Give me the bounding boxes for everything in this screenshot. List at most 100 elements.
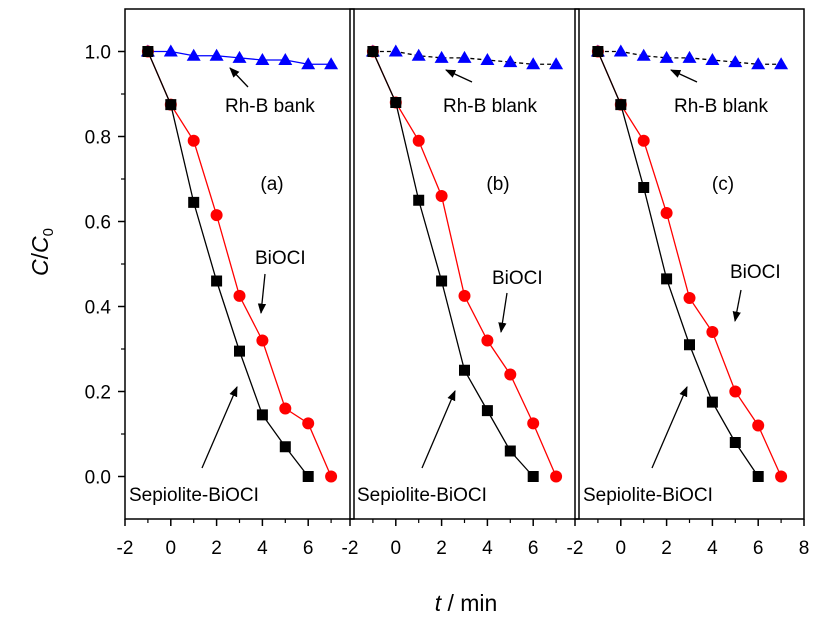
x-tick-label: 4	[707, 538, 718, 559]
square-point	[367, 46, 379, 57]
panel-a: -2 0 2 4 6 0.0 0.2 0.4 0.6 0.8 1.0 (a) Rh-B bank BiOC…	[85, 8, 355, 559]
square-point	[481, 405, 493, 417]
circle-point	[550, 470, 563, 483]
sepiolite-arrow	[651, 386, 688, 469]
sepiolite-bioci-label: Sepiolite-BiOCI	[129, 485, 259, 506]
circle-point	[683, 292, 696, 304]
square-point	[211, 275, 223, 287]
x-tick-label: 2	[661, 538, 672, 559]
y-tick-label: 0.6	[85, 213, 111, 234]
x-tick-label: 4	[482, 538, 493, 559]
square-point	[413, 194, 425, 206]
triangle-point	[434, 50, 449, 63]
series-line	[372, 51, 534, 477]
circle-point	[752, 419, 765, 432]
triangle-point	[457, 50, 472, 63]
triangle-point	[388, 44, 403, 57]
square-point	[256, 409, 268, 421]
bioci-arrow	[498, 292, 508, 334]
rhb-blank-arrow	[670, 69, 698, 83]
x-tick-label: 6	[528, 538, 539, 559]
x-tick-label: 2	[211, 538, 222, 559]
square-point	[279, 441, 291, 453]
triangle-point	[411, 48, 426, 61]
rhb-blank-label: Rh-B blank	[674, 96, 768, 117]
circle-point	[302, 417, 315, 430]
x-tick-label: 0	[616, 538, 627, 559]
circle-point	[279, 402, 292, 415]
square-point	[504, 445, 516, 457]
x-tick-label: -2	[342, 538, 359, 559]
square-point	[684, 339, 695, 351]
rhb-blank-arrow	[229, 67, 249, 88]
y-axis-title: C/C0	[27, 228, 57, 276]
triangle-point	[301, 57, 316, 70]
panels-layer: -2 0 2 4 6 0.0 0.2 0.4 0.6 0.8 1.0 (a) Rh-B bank BiOC…	[85, 8, 810, 559]
rhb-blank-arrow	[445, 69, 473, 83]
x-tick-label: 4	[257, 538, 268, 559]
x-tick-label: -2	[567, 538, 584, 559]
triangle-point	[549, 57, 564, 70]
rhb-blank-label: Rh-B blank	[443, 96, 537, 117]
square-point	[390, 97, 402, 108]
triangle-point	[659, 50, 674, 63]
square-point	[527, 471, 539, 482]
x-tick-label: 6	[753, 538, 764, 559]
square-point	[234, 345, 245, 357]
panel-b: -2 0 2 4 6 (b) Rh-B blank BiOCI Sepiolite-BiOCI	[342, 8, 580, 559]
triangle-point	[728, 55, 743, 68]
rhb-blank-label: Rh-B bank	[225, 96, 315, 117]
triangle-point	[324, 57, 339, 70]
triangle-point	[526, 57, 541, 70]
x-axis-title: t / min	[435, 590, 498, 616]
triangle-point	[751, 57, 766, 70]
circle-point	[325, 470, 338, 483]
square-point	[302, 471, 314, 482]
circle-point	[210, 209, 223, 222]
triangle-point	[209, 48, 224, 61]
triangle-point	[186, 48, 201, 61]
panel-frame	[124, 8, 355, 520]
square-point	[638, 182, 650, 193]
sepiolite-arrow	[421, 390, 456, 469]
square-point	[752, 471, 764, 482]
x-tick-label: 6	[303, 538, 314, 559]
triangle-point	[232, 50, 247, 63]
x-tick-label: 0	[391, 538, 402, 559]
circle-point	[527, 417, 540, 430]
square-point	[188, 196, 200, 208]
y-tick-label: 0.0	[85, 468, 111, 489]
panel-label: (b)	[486, 174, 509, 195]
circle-point	[412, 134, 425, 147]
circle-point	[435, 190, 448, 202]
panel-frame	[349, 8, 580, 520]
square-point	[592, 46, 604, 57]
bioci-arrow	[257, 273, 267, 315]
y-tick-label: 0.4	[85, 298, 112, 319]
triangle-point	[774, 57, 789, 70]
y-tick-label: 0.8	[85, 128, 111, 149]
x-tick-label: 8	[799, 538, 810, 559]
triangle-point	[163, 44, 178, 57]
square-point	[165, 99, 177, 111]
bioci-arrow	[732, 289, 742, 323]
x-tick-label: 0	[166, 538, 177, 559]
triangle-point	[705, 53, 720, 65]
square-point	[436, 275, 448, 287]
circle-point	[775, 470, 788, 483]
sepiolite-bioci-label: Sepiolite-BiOCI	[583, 485, 713, 506]
triangle-point	[682, 50, 697, 63]
square-point	[729, 437, 741, 448]
bioci-label: BiOCI	[492, 268, 543, 289]
circle-point	[729, 385, 742, 398]
panel-label: (a)	[260, 174, 283, 195]
sepiolite-bioci-label: Sepiolite-BiOCI	[357, 485, 487, 506]
triangle-point	[613, 44, 628, 57]
panel-label: (c)	[712, 174, 734, 195]
square-point	[142, 46, 154, 57]
series-line	[597, 51, 759, 477]
y-tick-label: 0.2	[85, 383, 111, 404]
circle-point	[706, 326, 719, 338]
